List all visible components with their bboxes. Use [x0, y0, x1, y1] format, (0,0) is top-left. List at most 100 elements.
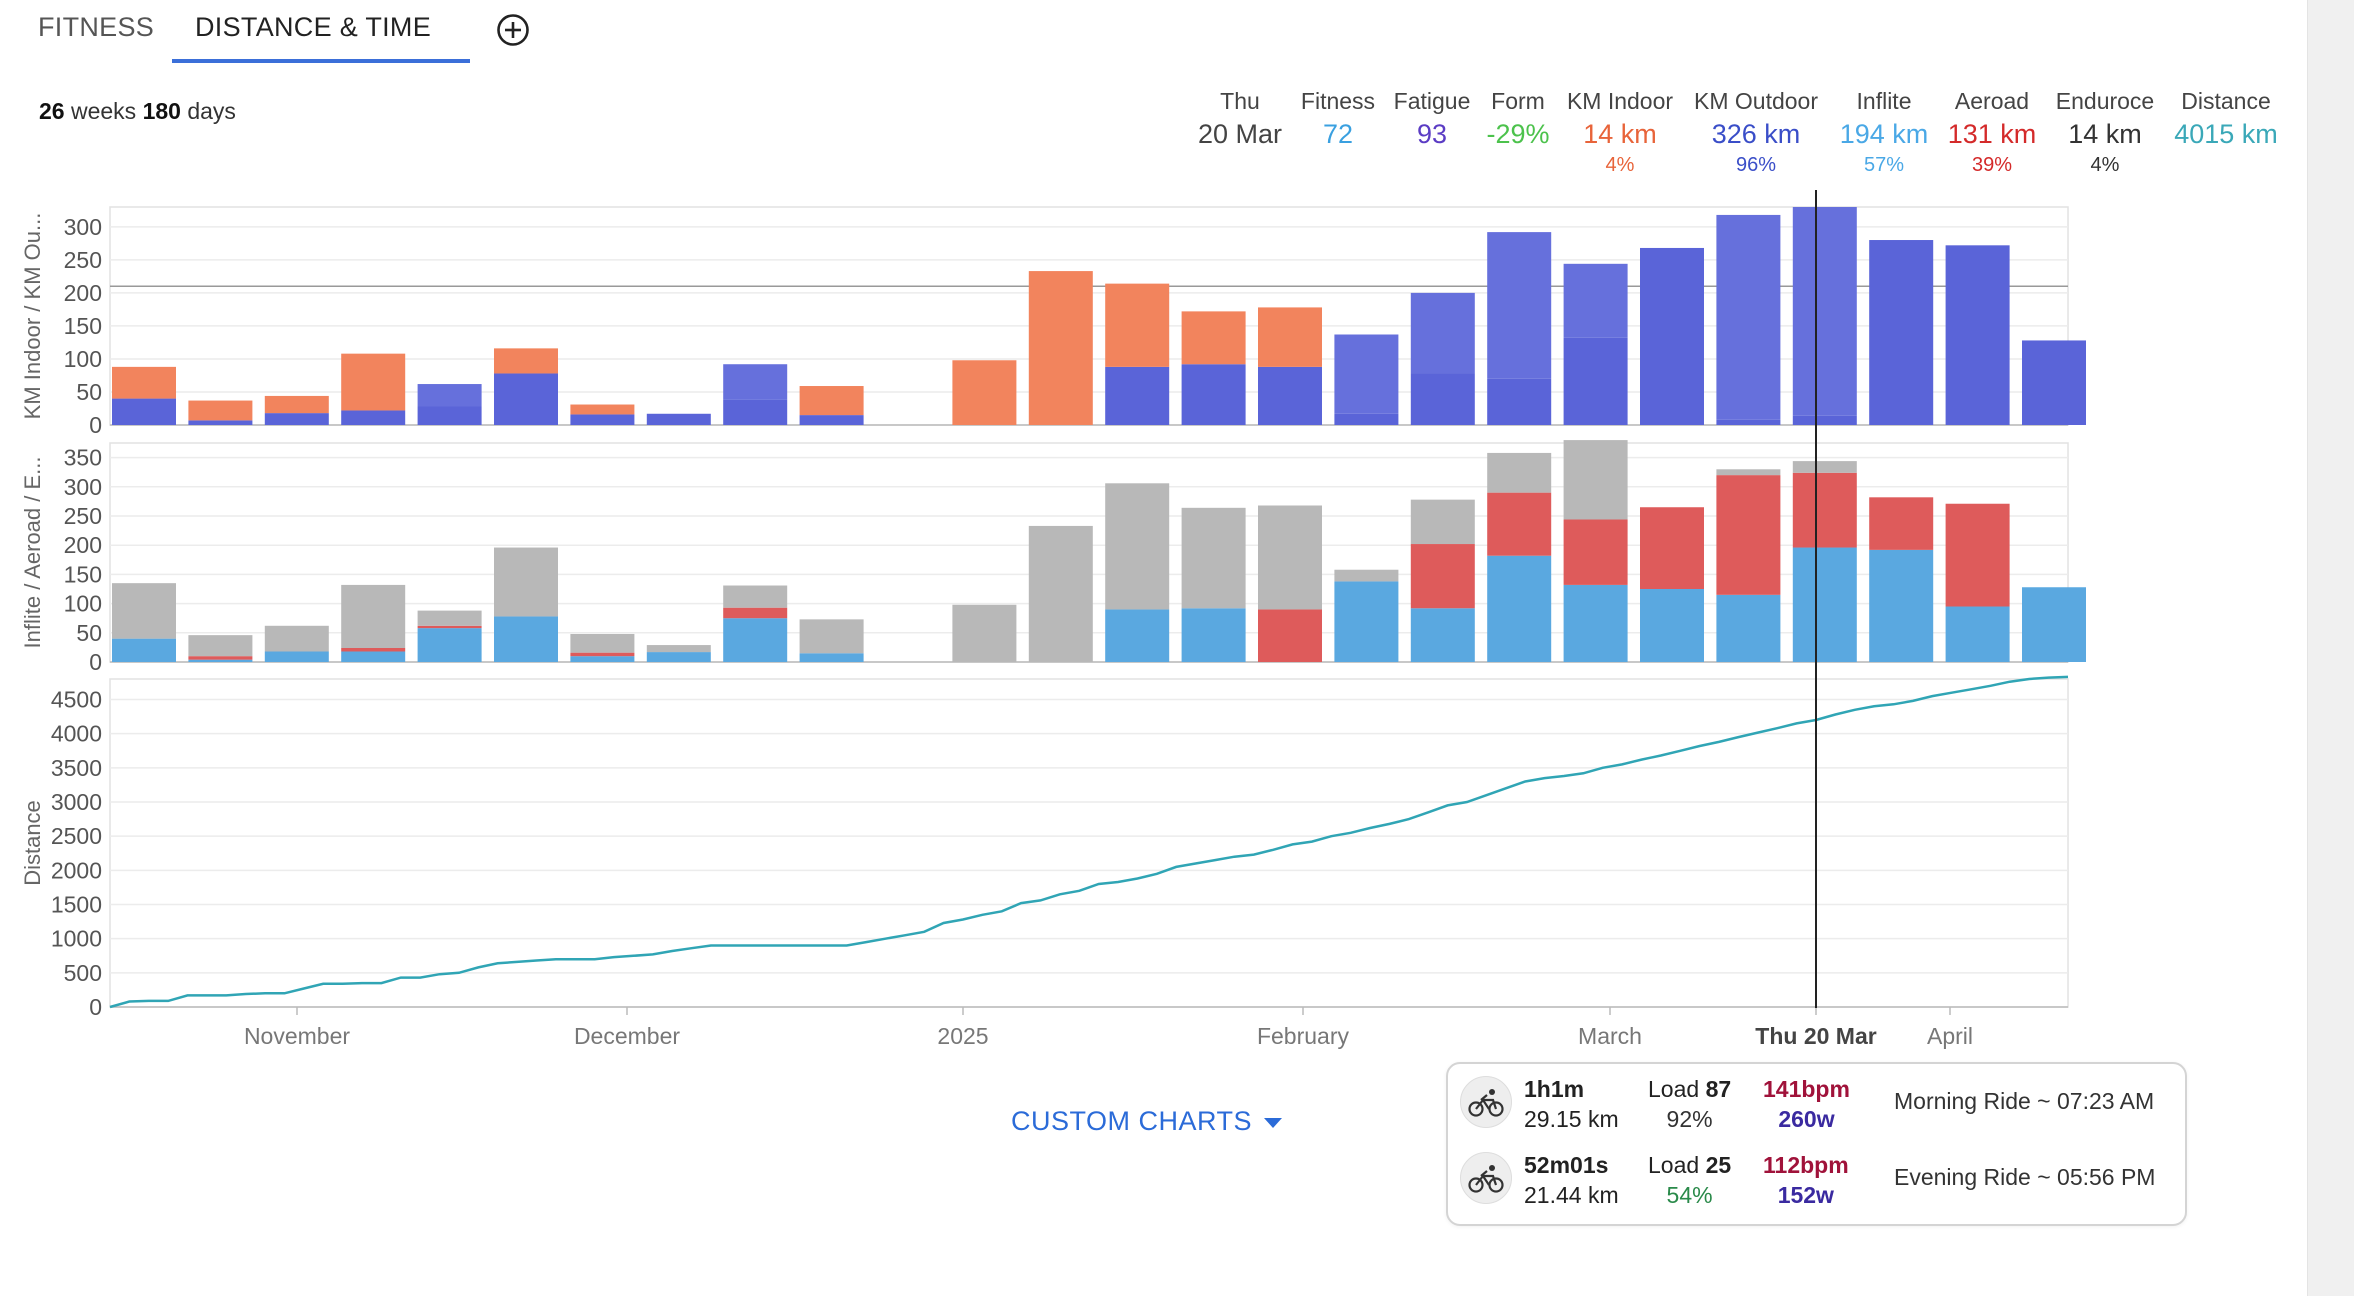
bar-segment [1869, 549, 1934, 662]
y-axis-label: Distance [20, 800, 45, 886]
bar-segment [1334, 581, 1399, 662]
bar-segment [264, 625, 329, 652]
bar-segment [494, 616, 558, 662]
add-tab-icon[interactable] [496, 13, 530, 47]
load-value: 25 [1705, 1152, 1732, 1178]
bar-segment [1334, 569, 1399, 582]
heart-rate: 141bpm [1763, 1076, 1850, 1102]
stat-value: -29% [1486, 119, 1550, 149]
stat-value: 93 [1416, 119, 1448, 149]
stat-thu: Thu 20 Mar [1198, 88, 1282, 150]
bar-segment [417, 406, 482, 425]
stat-label: Aeroad [1954, 88, 2030, 114]
y-tick-label: 500 [64, 960, 102, 986]
activity-distance: 21.44 km [1524, 1182, 1619, 1208]
custom-charts-button[interactable]: CUSTOM CHARTS [1011, 1106, 1283, 1137]
bar-segment [952, 604, 1017, 662]
bar-segment [1869, 497, 1934, 550]
y-tick-label: 2000 [51, 857, 102, 883]
bar-segment [1716, 475, 1781, 595]
bar-segment [570, 633, 635, 653]
power: 260w [1778, 1106, 1835, 1132]
days-label: days [187, 98, 236, 124]
weeks-count: 26 [39, 98, 65, 124]
x-tick-label: February [1257, 1023, 1350, 1049]
y-tick-label: 3500 [51, 755, 102, 781]
stat-value: 326 km [1711, 119, 1801, 149]
bar-segment [1181, 364, 1246, 425]
bar-segment [1105, 366, 1170, 425]
tab-distance-time[interactable]: DISTANCE & TIME [195, 12, 432, 42]
bar-segment [1181, 311, 1246, 365]
bar-segment [723, 364, 788, 400]
bar-segment [646, 652, 711, 662]
stat-aeroad: Aeroad 131 km 39% [1948, 88, 2037, 177]
load-label: Load [1648, 1152, 1700, 1178]
stat-value: 131 km [1947, 119, 2037, 149]
bar-segment [264, 395, 329, 414]
y-tick-label: 0 [89, 994, 102, 1020]
bar-segment [341, 353, 406, 411]
stat-percent: 39% [1971, 154, 2013, 176]
bar-segment [188, 420, 253, 425]
y-tick-label: 50 [76, 379, 102, 405]
bar-segment [1410, 544, 1475, 609]
tab-fitness[interactable]: FITNESS [38, 12, 155, 42]
page-scrollbar[interactable] [2307, 0, 2354, 1296]
stat-label: Thu [1220, 88, 1260, 114]
stat-km-indoor: KM Indoor 14 km 4% [1567, 88, 1673, 177]
y-tick-label: 1000 [51, 926, 102, 952]
bar-segment [1563, 337, 1628, 425]
activity-duration: 1h1m [1524, 1076, 1585, 1102]
y-axis-label: KM Indoor / KM Ou... [20, 213, 45, 420]
y-tick-label: 250 [64, 247, 102, 273]
bar-segment [112, 398, 176, 425]
bar-segment [494, 348, 558, 374]
bar-segment [112, 583, 176, 639]
activity-metrics: 112bpm 152w [1763, 1150, 1849, 1210]
y-tick-label: 300 [64, 214, 102, 240]
bar-segment [1105, 609, 1170, 662]
y-tick-label: 0 [89, 649, 102, 675]
bar-segment [723, 585, 788, 608]
stat-label: KM Outdoor [1694, 88, 1818, 114]
bar-segment [1258, 609, 1322, 662]
bar-segment [1105, 483, 1170, 610]
y-tick-label: 100 [64, 591, 102, 617]
bar-segment [264, 413, 329, 425]
bar-segment [341, 647, 406, 652]
bar-segment [1487, 492, 1552, 556]
bar-segment [188, 656, 253, 660]
load-label: Load [1648, 1076, 1700, 1102]
stat-label: Inflite [1856, 88, 1912, 114]
bar-segment [1410, 499, 1475, 545]
bar-segment [570, 656, 635, 662]
bar-segment [799, 415, 864, 425]
y-tick-label: 3000 [51, 789, 102, 815]
bar-segment [570, 414, 635, 425]
power: 152w [1777, 1182, 1834, 1208]
bar-segment [1563, 440, 1628, 520]
stat-percent: 4% [1605, 154, 1635, 176]
bar-segment [1563, 519, 1628, 585]
bike-icon [1460, 1076, 1512, 1128]
stat-fitness: Fitness 72 [1301, 88, 1375, 150]
activity-row[interactable]: 1h1m 29.15 km Load 87 92% 141bpm 260w Morning … [1448, 1064, 2185, 1140]
bar-segment [1792, 461, 1857, 473]
bar-segment [1792, 547, 1857, 662]
bar-segment [1334, 413, 1399, 425]
bar-segment [1487, 452, 1552, 493]
y-tick-label: 350 [64, 445, 102, 471]
bar-segment [1181, 608, 1246, 662]
activity-row[interactable]: 52m01s 21.44 km Load 25 54% 112bpm 152w Evenin… [1448, 1140, 2185, 1216]
bar-segment [1258, 307, 1322, 367]
bar-segment [341, 584, 406, 648]
activity-name[interactable]: Morning Ride ~ 07:23 AM [1894, 1088, 2155, 1114]
y-tick-label: 150 [64, 561, 102, 587]
x-tick-label: April [1927, 1023, 1973, 1049]
x-tick-label: December [574, 1023, 680, 1049]
bar-segment [1028, 525, 1093, 662]
activity-name[interactable]: Evening Ride ~ 05:56 PM [1894, 1164, 2156, 1190]
stat-inflite: Inflite 194 km 57% [1840, 88, 1929, 177]
